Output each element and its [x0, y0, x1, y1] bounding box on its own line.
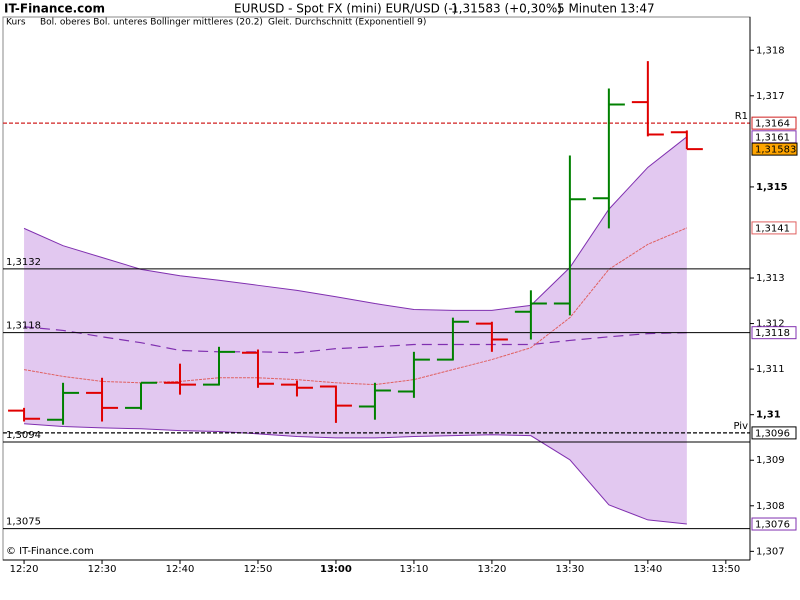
y-tick-label: 1,308 — [756, 501, 785, 512]
x-tick-label: 13:20 — [477, 564, 506, 575]
value-tag — [751, 116, 797, 130]
value-tag — [751, 426, 797, 440]
bollinger-area — [24, 136, 687, 525]
level-label: R1 — [735, 111, 748, 122]
y-tick-label: 1,307 — [756, 546, 785, 557]
y-tick-label: 1,312 — [756, 319, 785, 330]
x-tick-label: 13:50 — [711, 564, 740, 575]
y-tick-label: 1,31 — [756, 410, 781, 421]
legend-bollinger: Bol. oberes Bol. unteres Bollinger mittl… — [40, 18, 263, 28]
x-tick-label: 13:00 — [320, 564, 352, 575]
level-label: Piv — [733, 421, 748, 432]
level-label: 1,3132 — [6, 257, 41, 268]
level-label: 1,3075 — [6, 517, 41, 528]
level-label: 1,3118 — [6, 321, 41, 332]
value-tag-label: 1,3141 — [755, 223, 790, 234]
value-tag-label: 1,3076 — [755, 520, 790, 531]
y-tick-label: 1,317 — [756, 91, 785, 102]
brand: IT-Finance.com — [4, 2, 105, 16]
value-tag-label: 1,3161 — [755, 132, 790, 143]
copyright: © IT-Finance.com — [6, 546, 94, 557]
value-tag-label: 1,3118 — [755, 328, 790, 339]
x-tick-label: 12:20 — [10, 564, 39, 575]
value-tag-label: 1,31583 — [755, 145, 796, 156]
x-tick-label: 12:40 — [166, 564, 195, 575]
time: 13:47 — [620, 2, 655, 16]
chart-title: EURUSD - Spot FX (mini) EUR/USD (-) — [234, 2, 457, 16]
ema-line — [23, 227, 688, 386]
value-tag — [751, 142, 798, 156]
value-tag-label: 1,3096 — [755, 428, 790, 439]
quote: 1,31583 (+0,30%) — [451, 2, 562, 16]
y-tick-label: 1,313 — [756, 273, 785, 284]
value-tag — [751, 517, 797, 531]
legend-price: Kurs — [6, 18, 26, 28]
x-tick-label: 13:10 — [400, 564, 429, 575]
interval: 5 Minuten — [557, 2, 617, 16]
y-tick-label: 1,309 — [756, 455, 785, 466]
level-label: 1,3094 — [6, 430, 41, 441]
legend-ema: Gleit. Durchschnitt (Exponentiell 9) — [268, 18, 426, 28]
x-tick-label: 12:30 — [88, 564, 117, 575]
x-tick-label: 13:40 — [633, 564, 662, 575]
bollinger-upper — [23, 136, 688, 311]
bollinger-lower — [24, 423, 687, 525]
value-tag — [751, 326, 797, 340]
x-tick-label: 13:30 — [555, 564, 584, 575]
value-tag-label: 1,3164 — [755, 119, 790, 130]
y-tick-label: 1,315 — [756, 182, 788, 193]
y-tick-label: 1,311 — [756, 364, 785, 375]
x-tick-label: 12:50 — [244, 564, 273, 575]
value-tag — [751, 221, 797, 235]
y-tick-label: 1,318 — [756, 45, 785, 56]
